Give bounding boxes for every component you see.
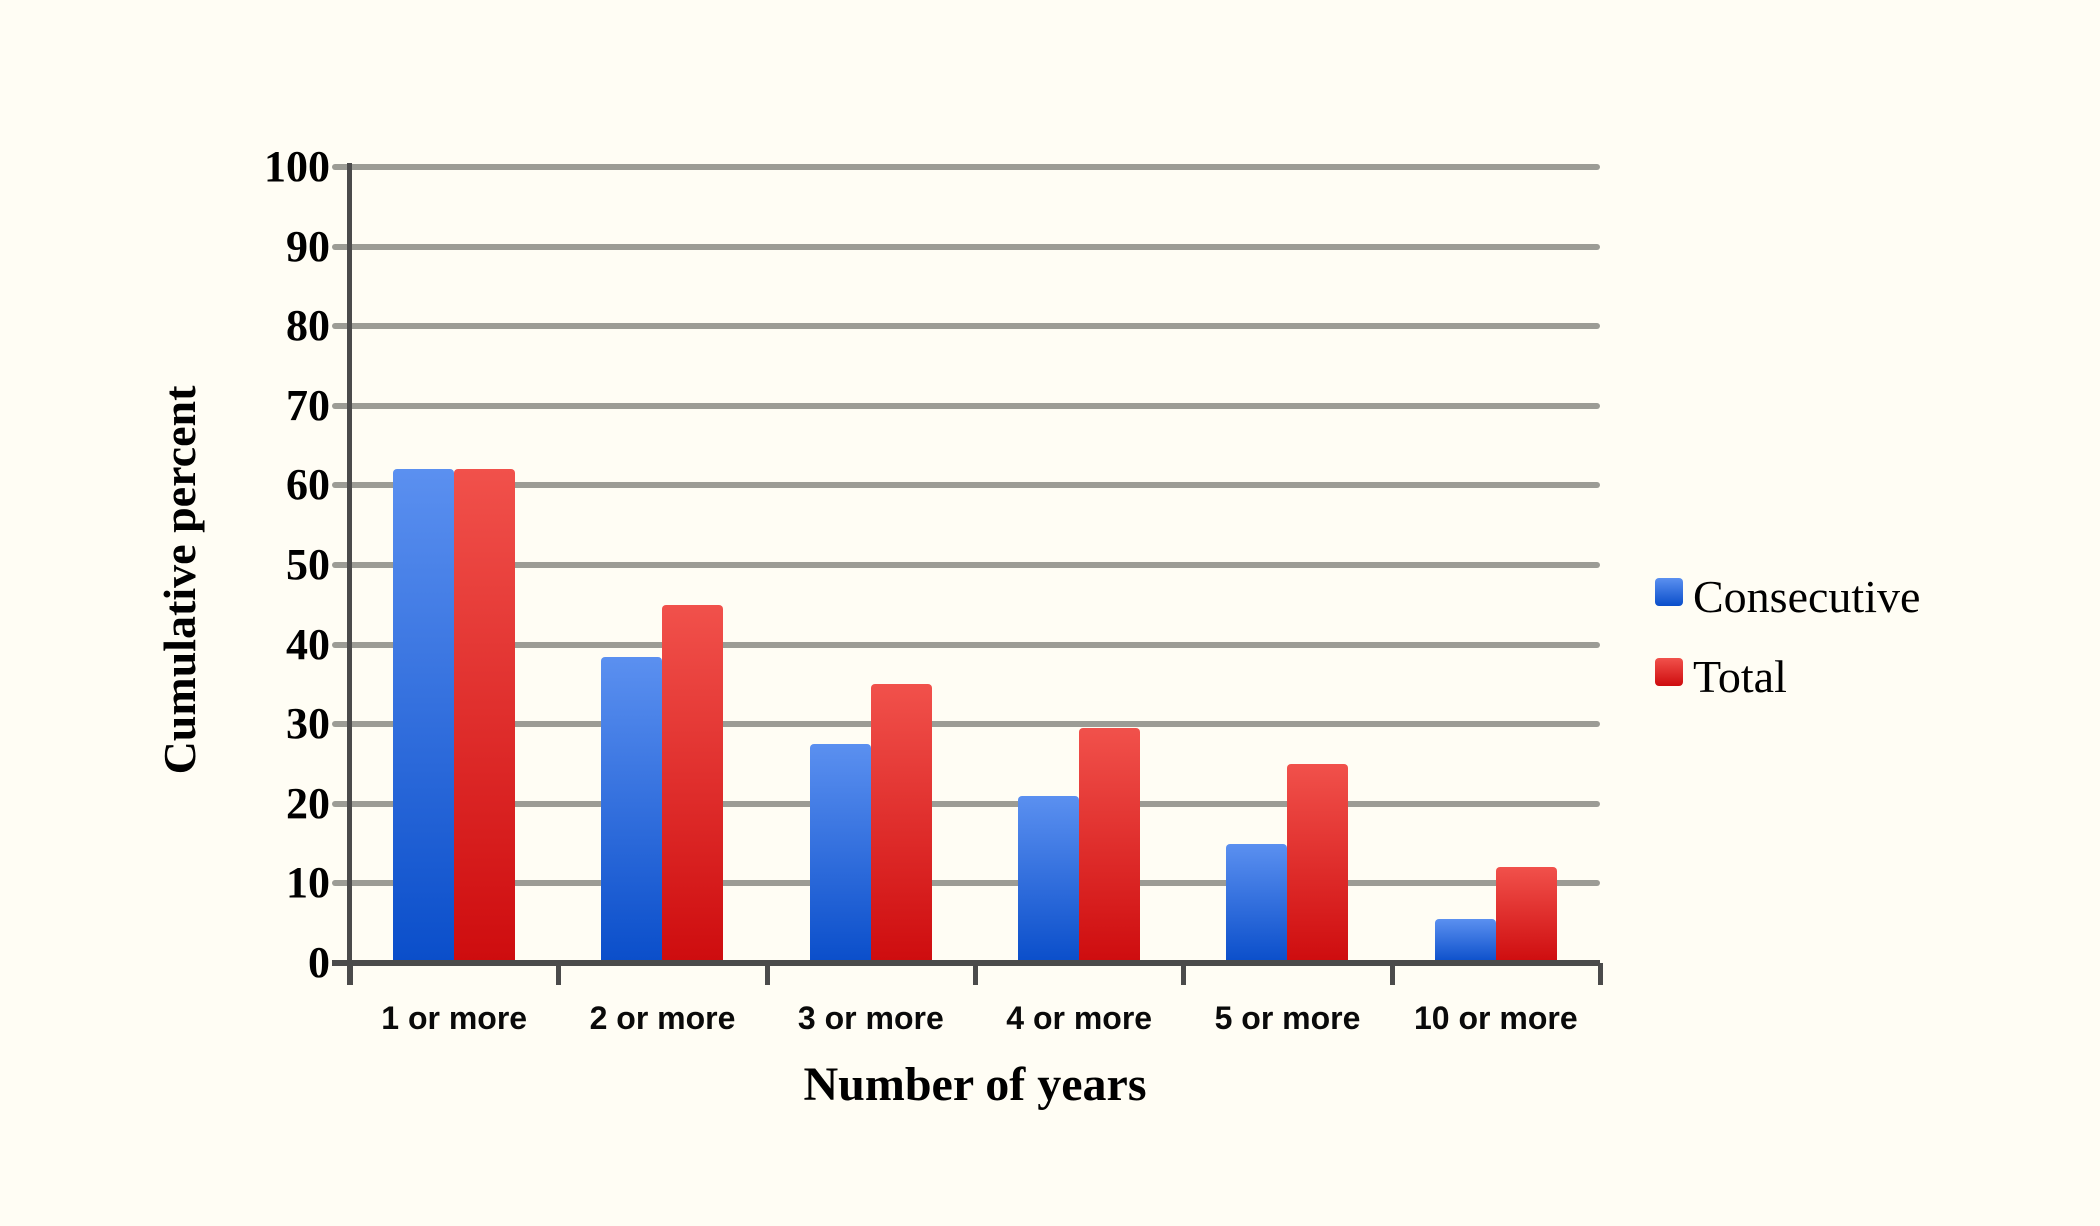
gridline (332, 164, 1600, 170)
x-axis-tick (556, 963, 562, 985)
x-tick-label: 4 or more (1006, 1000, 1153, 1036)
bar-total (1079, 728, 1141, 963)
bar-consecutive (601, 656, 663, 963)
y-tick-label: 100 (264, 142, 330, 191)
gridline (332, 641, 1600, 648)
legend-item-consecutive: Consecutive (1655, 570, 1920, 624)
x-axis-tick (973, 963, 978, 985)
x-tick-label: 3 or more (797, 1000, 944, 1036)
bar-total (454, 469, 516, 963)
bar-total (870, 684, 932, 963)
category-group (767, 167, 975, 963)
bar-total (1495, 867, 1557, 963)
y-tick-label: 20 (286, 778, 330, 828)
plot-area (332, 164, 1600, 963)
y-tick-label: 30 (286, 699, 330, 749)
x-axis-tick (1598, 963, 1603, 985)
x-tick-label: 10 or more (1414, 1000, 1578, 1036)
legend-swatch-total (1655, 658, 1683, 686)
category-group (1392, 167, 1600, 963)
y-tick-label: 70 (286, 380, 330, 430)
bar-consecutive (393, 469, 455, 963)
y-tick-label: 40 (286, 619, 330, 669)
x-axis-tick (348, 963, 353, 985)
category-group (558, 167, 766, 963)
category-group (975, 167, 1183, 963)
gridline (332, 721, 1600, 728)
x-axis-tick (764, 963, 770, 985)
gridline (332, 482, 1600, 489)
bar-consecutive (809, 744, 871, 963)
gridline (332, 800, 1600, 807)
gridline (332, 243, 1600, 250)
y-tick-label: 90 (286, 221, 330, 271)
bar-total (1287, 764, 1349, 963)
legend-label: Total (1693, 651, 1787, 702)
bar-consecutive (1226, 843, 1288, 963)
x-axis-tick (1181, 963, 1187, 985)
bar-consecutive (1018, 795, 1080, 963)
legend-swatch-consecutive (1655, 578, 1683, 606)
x-tick-label: 5 or more (1214, 1000, 1361, 1036)
y-tick-label: 0 (308, 938, 330, 987)
bar-total (662, 604, 724, 963)
gridline (332, 562, 1600, 568)
gridline (332, 402, 1600, 409)
legend-item-total: Total (1655, 650, 1920, 704)
y-tick-label: 80 (286, 301, 330, 351)
x-tick-label: 1 or more (381, 1000, 528, 1036)
x-axis-tick (1389, 963, 1395, 985)
y-axis-line (347, 163, 352, 985)
legend-label: Consecutive (1693, 571, 1921, 622)
legend: Consecutive Total (1655, 570, 1920, 730)
bar-consecutive (1434, 919, 1496, 963)
x-axis-title: Number of years (803, 1058, 1147, 1111)
category-group (1183, 167, 1391, 963)
y-tick-label: 10 (286, 858, 330, 908)
x-axis-line (332, 960, 1600, 966)
x-tick-label: 2 or more (589, 1000, 736, 1036)
category-group (350, 167, 558, 963)
gridline (332, 323, 1600, 330)
gridline (332, 880, 1600, 887)
y-tick-label: 50 (286, 540, 330, 589)
y-tick-label: 60 (286, 460, 330, 510)
